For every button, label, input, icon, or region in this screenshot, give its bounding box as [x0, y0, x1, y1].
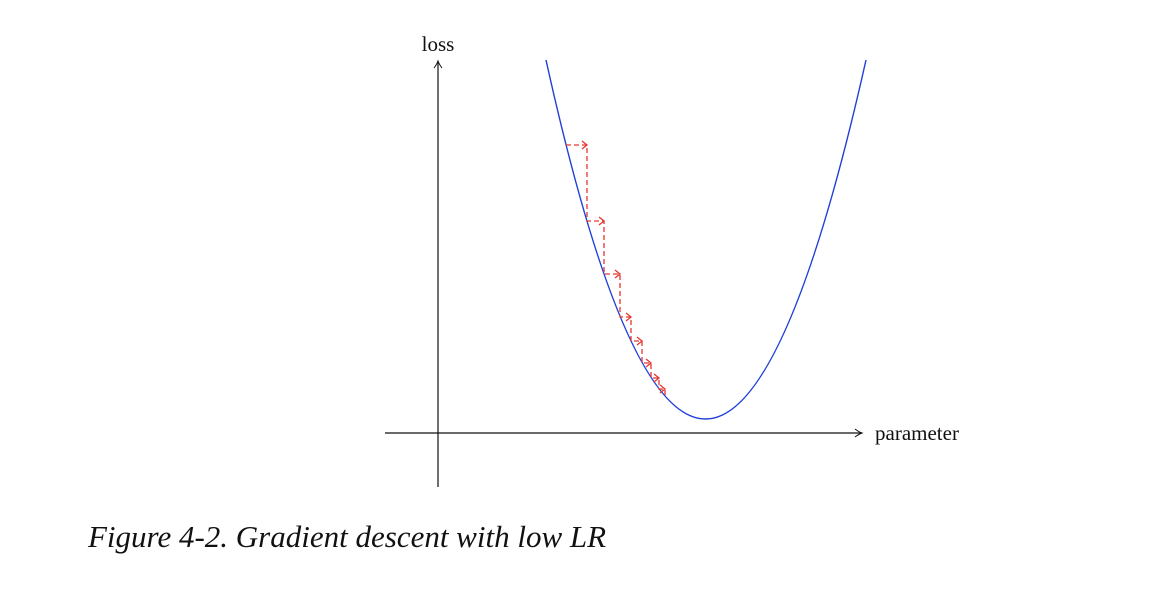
x-axis-label: parameter: [875, 421, 959, 445]
loss-curve: [545, 59, 867, 420]
caption: Figure 4-2. Gradient descent with low LR: [87, 519, 606, 554]
y-axis-label: loss: [422, 32, 455, 56]
descent-steps: [566, 140, 667, 397]
